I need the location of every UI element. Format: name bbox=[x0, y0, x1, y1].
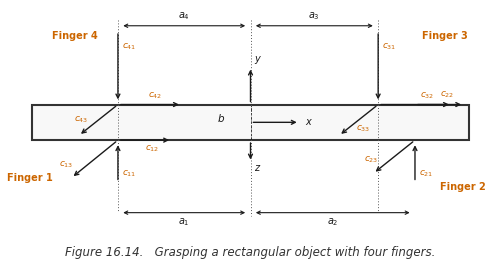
Text: $c_{12}$: $c_{12}$ bbox=[145, 144, 159, 154]
Text: $a_3$: $a_3$ bbox=[309, 10, 320, 22]
Text: $a_1$: $a_1$ bbox=[178, 217, 190, 228]
Text: $c_{11}$: $c_{11}$ bbox=[122, 168, 136, 179]
Text: $c_{32}$: $c_{32}$ bbox=[420, 90, 434, 101]
Text: $z$: $z$ bbox=[254, 163, 262, 173]
Text: $c_{43}$: $c_{43}$ bbox=[74, 115, 88, 125]
Text: $x$: $x$ bbox=[306, 117, 314, 127]
Text: $a_2$: $a_2$ bbox=[327, 217, 339, 228]
Text: $c_{31}$: $c_{31}$ bbox=[382, 41, 396, 52]
Text: $c_{41}$: $c_{41}$ bbox=[122, 41, 136, 52]
Text: $c_{33}$: $c_{33}$ bbox=[356, 124, 371, 134]
Text: Finger 3: Finger 3 bbox=[422, 31, 468, 41]
Text: $c_{21}$: $c_{21}$ bbox=[418, 168, 433, 179]
Bar bbox=[32, 105, 469, 140]
Text: $c_{22}$: $c_{22}$ bbox=[440, 90, 454, 100]
Text: $y$: $y$ bbox=[254, 54, 262, 66]
Text: $b$: $b$ bbox=[217, 112, 225, 124]
Text: Finger 4: Finger 4 bbox=[52, 31, 97, 41]
Text: Figure 16.14.   Grasping a rectangular object with four fingers.: Figure 16.14. Grasping a rectangular obj… bbox=[65, 246, 436, 259]
Text: $c_{13}$: $c_{13}$ bbox=[59, 159, 74, 170]
Text: $a_4$: $a_4$ bbox=[178, 10, 190, 22]
Text: $c_{23}$: $c_{23}$ bbox=[364, 155, 378, 165]
Text: Finger 1: Finger 1 bbox=[8, 173, 53, 183]
Text: $c_{42}$: $c_{42}$ bbox=[148, 90, 162, 101]
Text: Finger 2: Finger 2 bbox=[439, 182, 485, 192]
